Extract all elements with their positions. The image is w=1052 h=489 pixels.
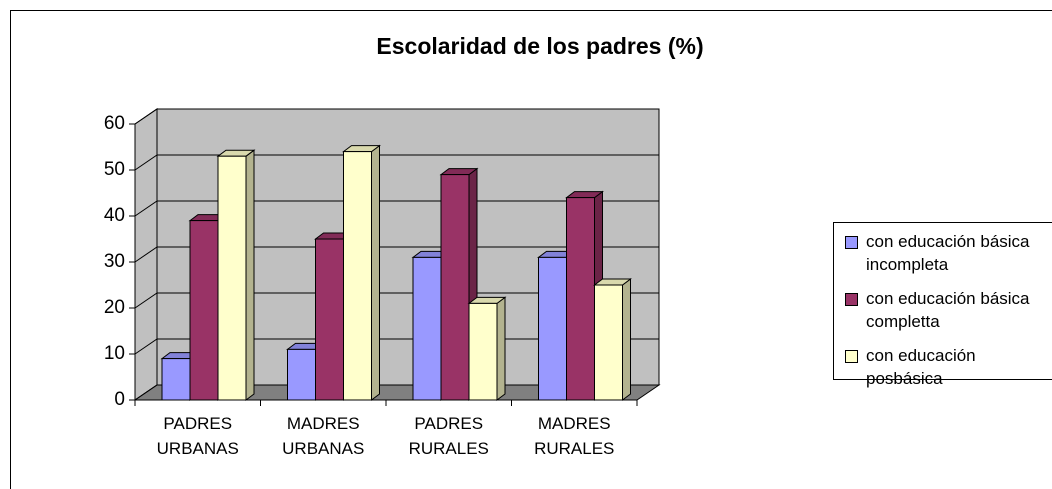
bar [287,348,316,401]
bar [161,358,191,401]
bar-side [371,144,380,401]
bar-side [245,149,255,401]
y-tick-label: 10 [104,343,125,364]
bar [217,155,247,401]
legend-swatch [845,350,858,363]
y-tick-label: 60 [104,113,125,134]
grid-line [134,200,659,217]
legend-box [833,222,1052,380]
x-tick-label: PADRES RURALES [408,414,489,458]
bar-side [496,296,506,401]
legend-label: con educación básica incompleta [866,232,1030,274]
bar [468,302,498,401]
bar [566,197,595,401]
x-tick-label: MADRES RURALES [534,414,615,458]
y-tick-label: 30 [104,251,125,272]
legend-label: con educación básica completta [866,289,1030,331]
bar [315,238,344,401]
grid-line [134,246,659,263]
grid-line [134,108,659,125]
grid-line [134,292,659,309]
y-tick-label: 50 [104,159,125,180]
y-tick-label: 40 [104,205,125,226]
bar-side [622,278,631,401]
x-tick-label: PADRES URBANAS [156,414,239,458]
legend-swatch [845,236,858,249]
grid-line [134,154,659,171]
bar [594,284,623,401]
legend-swatch [845,293,858,306]
x-tick-label: MADRES URBANAS [282,414,365,458]
chart-title: Escolaridad de los padres (%) [376,33,703,59]
legend-label: con educación posbásica [866,346,976,388]
bar [343,151,372,401]
bar [538,256,567,401]
bar [412,256,442,401]
y-tick-label: 0 [114,389,125,410]
y-tick-label: 20 [104,297,125,318]
bar [440,174,470,401]
bar [189,220,219,401]
